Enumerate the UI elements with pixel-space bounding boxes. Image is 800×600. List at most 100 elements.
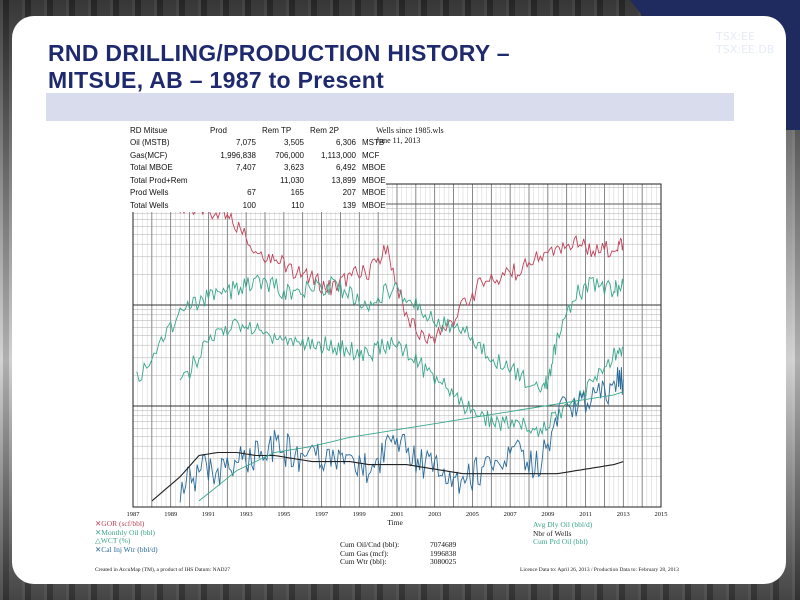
x-tick-label: 1987 [127,511,141,518]
legend-label: WCT (%) [100,536,131,545]
series-line-gor-scf-bbl [179,196,624,345]
cum-row: Cum Wtr (bbl): 3080025 [340,557,457,567]
summary-table: RD Mitsue Prod Rem TP Rem 2P Oil (MSTB) … [130,124,386,212]
summary-header-cell: Prod [210,125,227,135]
table-cell: 139 [342,200,356,210]
table-cell: MSTB [362,138,385,148]
x-tick-label: 2013 [617,511,630,518]
cum-row: Cum Oil/Cnd (bbl): 7074689 [340,540,457,550]
table-row: Prod Wells 67 165 207 MBOE [130,187,386,200]
series-line-cal-inj-wtr-bbl-d [179,367,624,503]
cum-value: 7074689 [430,540,457,549]
legend-item-avg-dly-oil: Avg Dly Oil (bbl/d) [533,520,593,529]
wells-file-date: June 11, 2013 [376,136,421,145]
table-cell: Prod Wells [130,188,169,198]
table-cell: 706,000 [275,150,304,160]
x-tick-label: 2009 [541,511,554,518]
series-line-monthly-oil-bbl [136,274,624,393]
cumulative-totals: Cum Oil/Cnd (bbl): 7074689 Cum Gas (mcf):… [340,540,457,567]
table-cell: 6,306 [335,138,356,148]
series-line-cum-prd-oil-bbl [198,391,624,502]
table-cell: 100 [242,200,256,210]
wells-info: Wells since 1985.wls June 11, 2013 [376,126,444,146]
table-row: Gas(MCF) 1,996,838 706,000 1,113,000 MCF [130,149,386,162]
legend-label: GOR (scf/bbl) [101,519,145,528]
table-cell: 7,075 [235,138,256,148]
table-cell: MCF [362,150,380,160]
x-tick-label: 2003 [428,511,441,518]
chart-svg: 1987 1989 1991 1993 1995 1997 1999 2001 2003 2005… [127,183,668,527]
summary-header-cell: Rem TP [262,125,292,135]
table-cell: MBOE [362,200,386,210]
series-line-nbr-of-wells [151,451,624,502]
table-cell: 7,407 [235,163,256,173]
x-tick-label: 1991 [202,511,215,518]
x-tick-label: 2007 [504,511,518,518]
x-tick-label: 2001 [391,511,404,518]
summary-header-row: RD Mitsue Prod Rem TP Rem 2P [130,124,386,137]
footer-left: Created in AccuMap (TM), a product of IH… [95,567,231,573]
footer-right: Licence Data to: April 26, 2013 / Produc… [520,567,679,573]
summary-header-cell: Rem 2P [310,125,339,135]
title-band [46,93,734,121]
ticker-symbols: TSX:EE TSX:EE.DB [716,30,774,56]
table-cell: MBOE [362,188,386,198]
table-row: Oil (MSTB) 7,075 3,505 6,306 MSTB [130,137,386,150]
legend-item-nbr-wells: Nbr of Wells [533,528,572,538]
ticker-2: TSX:EE.DB [716,43,775,56]
table-row: Total Prod+Rem 11,030 13,899 MBOE [130,174,386,187]
table-cell: 1,996,838 [220,150,256,160]
legend-right: Avg Dly Oil (bbl/d) Nbr of Wells Cum Prd… [533,520,593,547]
table-cell: 3,505 [283,138,304,148]
x-tick-label: 1997 [315,511,329,518]
ticker-1: TSX:EE [716,30,755,43]
legend-item-gor: ✕GOR (scf/bbl) [95,519,145,528]
series-line-wct [179,318,624,438]
cum-value: 1996838 [430,548,457,558]
x-tick-label: 1999 [353,511,366,518]
table-row: Total MBOE 7,407 3,623 6,492 MBOE [130,162,386,175]
cum-row: Cum Gas (mcf): 1996838 [340,548,457,559]
cum-label: Cum Gas (mcf): [340,548,389,558]
table-cell: 110 [291,200,304,210]
table-cell [210,174,262,187]
legend-label: Cal Inj Wtr (bbl/d) [101,544,158,554]
slide-title: RND DRILLING/PRODUCTION HISTORY – MITSUE… [48,40,510,94]
table-cell: 3,623 [283,163,304,173]
table-cell: Total Prod+Rem [130,175,188,185]
legend-item-cal-inj: ✕Cal Inj Wtr (bbl/d) [95,544,158,554]
table-cell: 207 [342,188,356,198]
x-tick-label: 2005 [466,511,479,518]
x-tick-label: 2011 [579,511,592,518]
table-cell: Oil (MSTB) [130,138,170,148]
table-cell: MBOE [362,163,386,173]
table-cell: Total Wells [130,200,169,210]
x-axis-label: Time [387,518,403,527]
cum-label: Cum Oil/Cnd (bbl): [340,540,400,549]
table-cell: Gas(MCF) [130,150,168,160]
table-cell: 11,030 [280,175,304,185]
table-row: Total Wells 100 110 139 MBOE [130,199,386,212]
legend-item-cum-prd-oil: Cum Prd Oil (bbl) [533,537,588,546]
title-line-2: MITSUE, AB – 1987 to Present [48,67,385,93]
cum-label: Cum Wtr (bbl): [340,557,387,566]
legend-item-monthly-oil: ✕Monthly Oil (bbl) [95,527,156,537]
table-cell: 6,492 [335,163,356,173]
table-cell: 13,899 [331,175,356,185]
legend-item-wct: △WCT (%) [95,536,131,545]
legend-left: ✕GOR (scf/bbl) ✕Monthly Oil (bbl) △WCT (… [95,519,158,554]
summary-header-cell: RD Mitsue [130,125,168,135]
cum-value: 3080025 [430,557,457,566]
x-tick-label: 2015 [655,511,668,518]
table-cell: 1,113,000 [321,150,356,160]
table-cell: 165 [290,188,304,198]
plot-frame [132,183,662,508]
x-tick-label: 1989 [164,511,177,518]
table-cell: 67 [247,188,256,198]
x-tick-label: 1995 [277,511,290,518]
wells-file-name: Wells since 1985.wls [376,126,444,135]
table-cell: MBOE [362,175,386,185]
x-tick-label: 1993 [240,511,253,518]
title-line-1: RND DRILLING/PRODUCTION HISTORY – [48,40,510,66]
table-cell: Total MBOE [130,163,173,173]
